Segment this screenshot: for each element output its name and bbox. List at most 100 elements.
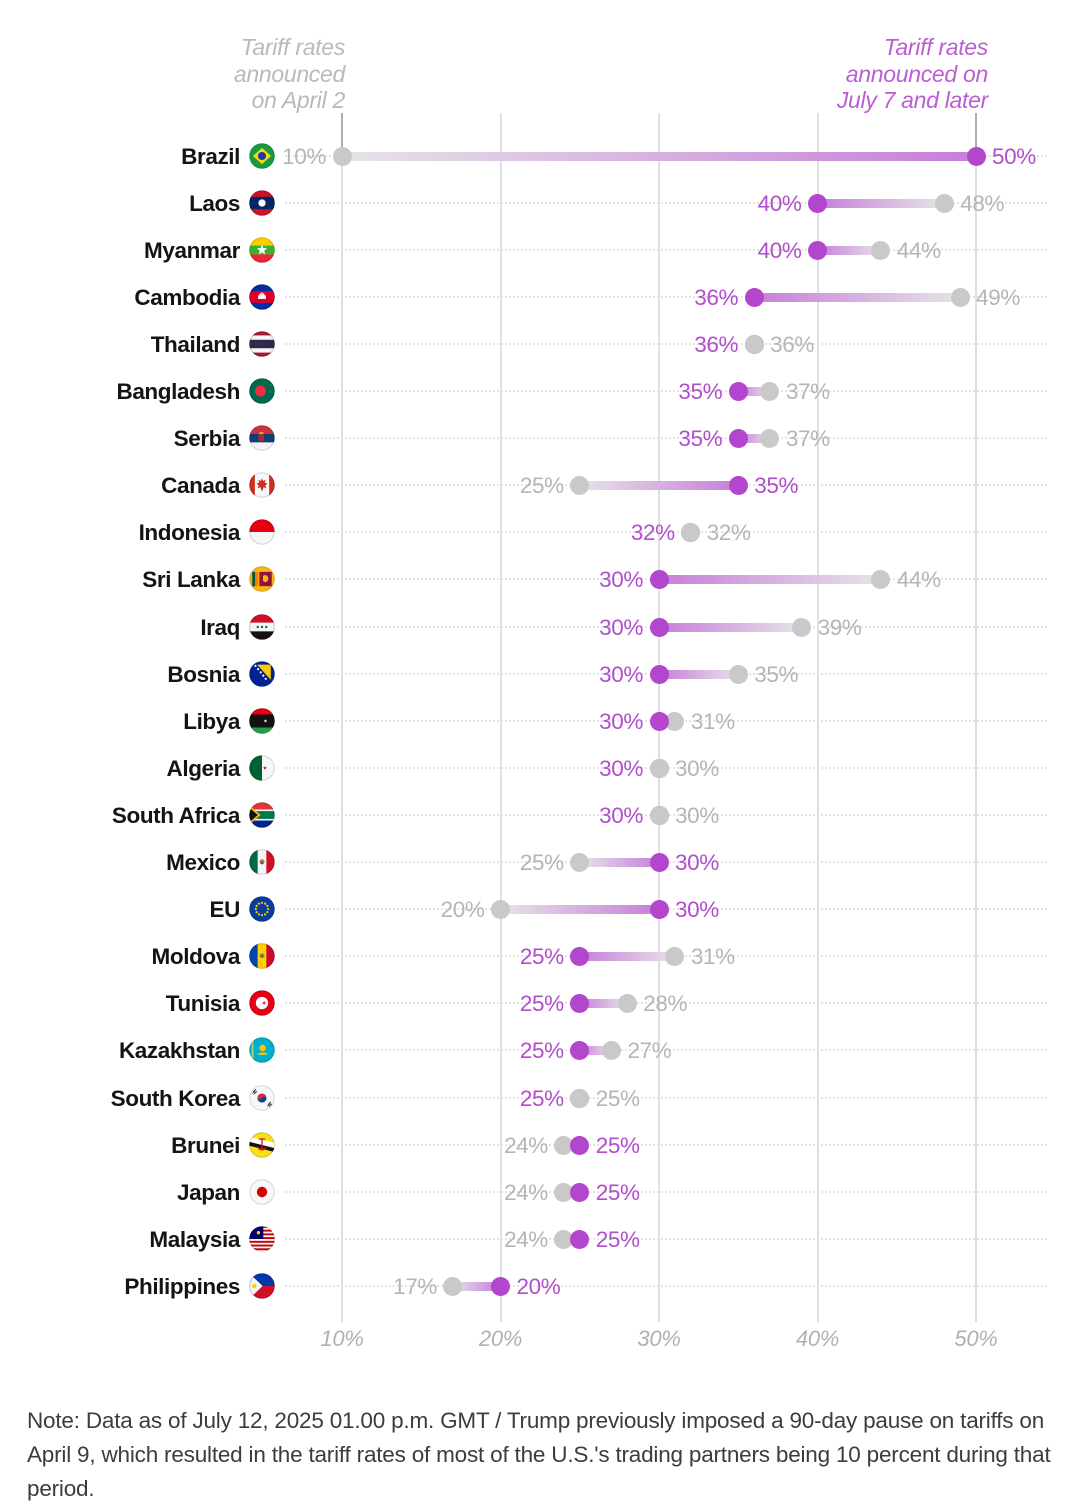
april-dot: [681, 523, 701, 543]
april-value-label: 30%: [675, 755, 719, 781]
july-dot: [649, 664, 669, 684]
country-row-canada: Canada 25% 35%: [0, 462, 1080, 509]
july-value-label: 30%: [599, 708, 643, 734]
connector-bar: [579, 858, 659, 867]
july-dot: [744, 287, 764, 307]
country-label: Brunei: [171, 1132, 240, 1158]
connector-bar: [452, 1281, 501, 1291]
april-value-label: 37%: [785, 379, 830, 404]
april-value-label: 20%: [440, 897, 485, 923]
sri-lanka-flag-icon: [249, 566, 275, 593]
iraq-flag-icon: [249, 613, 275, 640]
country-row-brazil: Brazil 10% 50%: [0, 133, 1080, 180]
july-dot: [808, 193, 827, 213]
row-dotted-gridline: [285, 1143, 1047, 1146]
country-label: Thailand: [150, 331, 241, 357]
april-value-label: 10%: [282, 143, 326, 169]
july-value-label: 30%: [599, 567, 643, 593]
july-dot: [570, 1041, 590, 1061]
country-row-indonesia: Indonesia 32% 32%: [0, 509, 1080, 556]
july-value-label: 35%: [754, 473, 799, 499]
april-dot: [792, 617, 812, 637]
country-row-eu: EU 20% 30%: [0, 886, 1080, 933]
connector-bar: [817, 245, 881, 255]
country-label: Sri Lanka: [142, 567, 240, 593]
country-row-myanmar: Myanmar 44% 40%: [0, 227, 1080, 274]
july-value-label: 30%: [675, 850, 719, 875]
canada-flag-icon: [249, 472, 275, 498]
country-label: Moldova: [151, 944, 241, 970]
row-dotted-gridline: [285, 1096, 1047, 1099]
country-row-libya: Libya 31% 30%: [0, 698, 1080, 745]
july-value-label: 30%: [599, 661, 643, 687]
april-value-label: 39%: [817, 614, 862, 640]
july-dot: [649, 711, 669, 731]
april-value-label: 49%: [976, 284, 1020, 310]
april-value-label: 35%: [754, 661, 799, 687]
connector-bar: [579, 999, 628, 1009]
april-value-label: 28%: [643, 991, 688, 1017]
july-dot: [728, 382, 748, 401]
country-label: Bangladesh: [116, 379, 240, 404]
thailand-flag-icon: [249, 331, 275, 357]
connector-bar: [579, 481, 739, 491]
july-dot: [728, 476, 748, 496]
april-value-label: 31%: [690, 708, 735, 734]
april-value-label: 27%: [627, 1038, 672, 1064]
april-value-label: 24%: [504, 1226, 548, 1252]
july-dot: [570, 1229, 590, 1249]
july-value-label: 25%: [519, 1038, 564, 1064]
country-label: EU: [209, 897, 241, 923]
july-value-label: 30%: [599, 614, 643, 640]
cambodia-flag-icon: [249, 284, 275, 310]
row-dotted-gridline: [285, 437, 1047, 440]
july-dot: [649, 617, 669, 637]
april-dot: [871, 240, 891, 260]
april-dot: [570, 853, 590, 872]
july-dot: [808, 240, 827, 260]
july-value-label: 25%: [595, 1179, 640, 1205]
row-dotted-gridline: [285, 248, 1047, 251]
april-dot: [760, 429, 780, 449]
south-korea-flag-icon: [249, 1084, 275, 1111]
connector-bar: [817, 198, 945, 208]
country-label: South Korea: [110, 1085, 241, 1111]
x-tick-label: 50%: [954, 1326, 998, 1351]
brazil-flag-icon: [249, 142, 275, 169]
connector-bar: [342, 151, 976, 161]
x-gridline-50: [975, 113, 977, 1322]
country-label: Cambodia: [134, 284, 240, 310]
july-value-label: 40%: [757, 237, 802, 263]
south-africa-flag-icon: [249, 802, 275, 828]
country-row-mexico: Mexico 25% 30%: [0, 839, 1080, 886]
tunisia-flag-icon: [249, 990, 275, 1017]
row-dotted-gridline: [285, 201, 1047, 204]
april-dot: [491, 900, 510, 920]
july-dot: [570, 1135, 590, 1155]
april-value-label: 24%: [504, 1132, 548, 1158]
july-value-label: 40%: [757, 190, 802, 216]
x-tick-label: 40%: [795, 1326, 840, 1351]
july-value-label: 30%: [599, 755, 643, 781]
july-value-label: 35%: [678, 426, 723, 452]
country-row-south_korea: South Korea 25% 25%: [0, 1075, 1080, 1122]
header-leader-line: [341, 113, 343, 155]
country-label: Indonesia: [138, 520, 241, 546]
april-value-label: 32%: [706, 520, 751, 546]
x-tick-label: 10%: [320, 1326, 364, 1351]
indonesia-flag-icon: [249, 519, 275, 546]
x-tick-label: 30%: [637, 1326, 681, 1351]
header-leader-line: [975, 113, 977, 155]
country-label: Kazakhstan: [118, 1038, 240, 1064]
algeria-flag-icon: [249, 755, 275, 781]
bosnia-flag-icon: [249, 660, 275, 687]
x-gridline-20: [499, 113, 502, 1322]
row-dotted-gridline: [285, 342, 1047, 345]
row-dotted-gridline: [285, 1284, 1047, 1287]
row-dotted-gridline: [285, 390, 1047, 392]
country-row-south_africa: South Africa 30% 30%: [0, 792, 1080, 839]
kazakhstan-flag-icon: [249, 1037, 275, 1064]
footnote: Note: Data as of July 12, 2025 01.00 p.m…: [27, 1408, 1051, 1501]
july-dot: [728, 429, 748, 449]
x-gridline-10: [341, 113, 343, 1322]
